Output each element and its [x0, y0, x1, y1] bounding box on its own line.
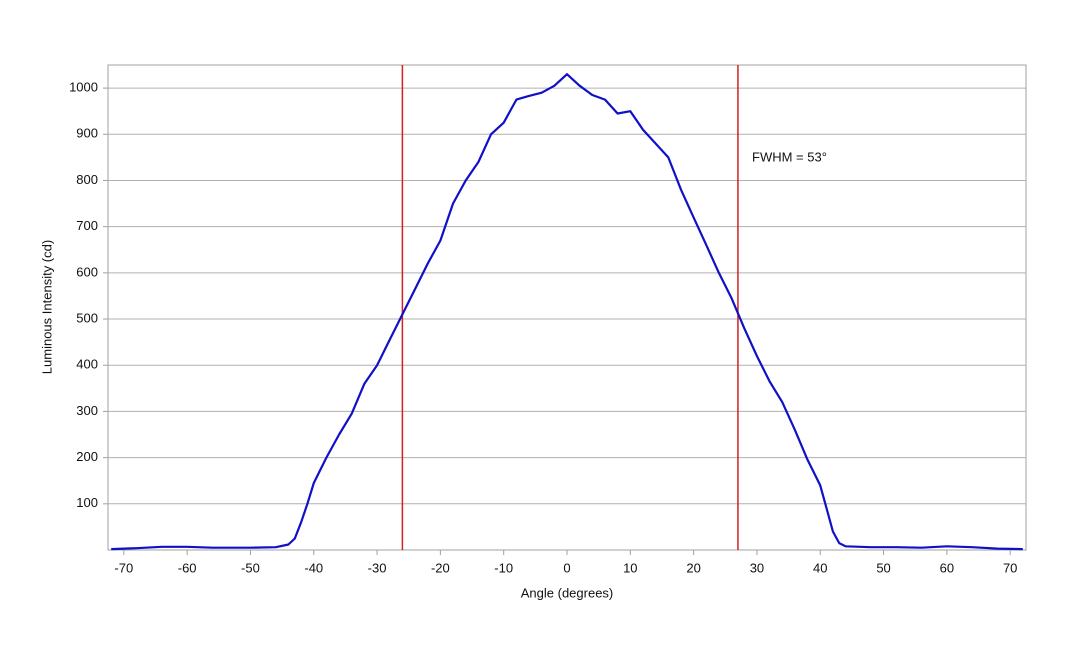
y-tick-label: 300: [76, 403, 98, 418]
y-tick-label: 500: [76, 310, 98, 325]
x-tick-label: -40: [304, 560, 323, 575]
y-tick-label: 700: [76, 218, 98, 233]
x-tick-label: -30: [368, 560, 387, 575]
x-tick-label: 0: [563, 560, 570, 575]
y-tick-label: 800: [76, 172, 98, 187]
plot-area: [107, 64, 1027, 551]
x-tick-label: 60: [940, 560, 954, 575]
x-tick-label: -50: [241, 560, 260, 575]
x-tick-label: 10: [623, 560, 637, 575]
x-tick-label: -70: [114, 560, 133, 575]
y-axis-label: Luminous Intensity (cd): [39, 240, 54, 374]
y-tick-label: 900: [76, 126, 98, 141]
y-tick-label: 100: [76, 495, 98, 510]
x-tick-label: 30: [750, 560, 764, 575]
x-tick-label: 50: [876, 560, 890, 575]
y-tick-label: 1000: [69, 80, 98, 95]
annotation: FWHM = 53°: [752, 149, 827, 164]
x-tick-label: -20: [431, 560, 450, 575]
x-tick-label: 20: [686, 560, 700, 575]
data-line: [111, 73, 1023, 551]
x-tick-label: 40: [813, 560, 827, 575]
y-tick-label: 400: [76, 357, 98, 372]
x-tick-label: -60: [178, 560, 197, 575]
x-tick-label: 70: [1003, 560, 1017, 575]
x-axis-label: Angle (degrees): [521, 585, 614, 600]
x-tick-label: -10: [494, 560, 513, 575]
y-tick-label: 600: [76, 264, 98, 279]
y-tick-label: 200: [76, 449, 98, 464]
